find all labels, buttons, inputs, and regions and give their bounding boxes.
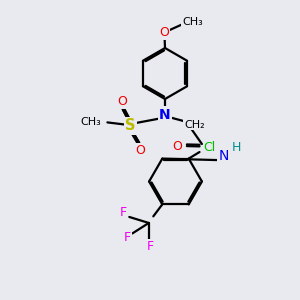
Text: Cl: Cl xyxy=(204,141,216,154)
Text: O: O xyxy=(160,26,169,39)
Text: N: N xyxy=(218,149,229,163)
Text: O: O xyxy=(118,95,127,108)
Text: H: H xyxy=(231,141,241,154)
Text: O: O xyxy=(135,144,145,157)
Text: F: F xyxy=(124,232,131,244)
Text: CH₃: CH₃ xyxy=(80,117,101,128)
Text: N: N xyxy=(159,108,171,122)
Text: F: F xyxy=(120,206,127,219)
Text: F: F xyxy=(147,241,154,254)
Text: O: O xyxy=(172,140,182,153)
Text: CH₂: CH₂ xyxy=(184,119,205,130)
Text: CH₃: CH₃ xyxy=(182,16,203,27)
Text: S: S xyxy=(125,118,136,134)
